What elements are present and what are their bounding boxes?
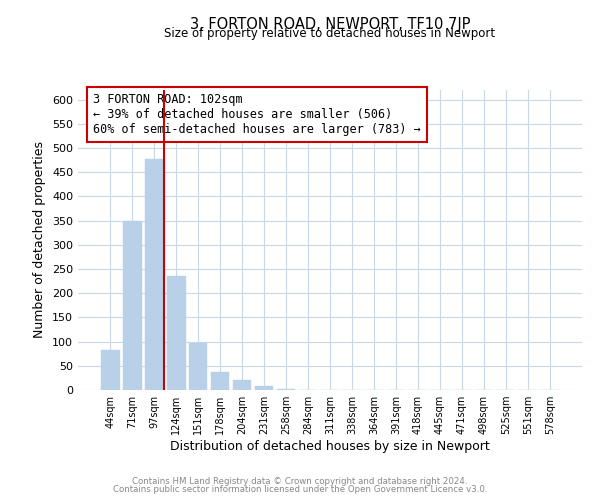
Bar: [277, 388, 295, 390]
Bar: [211, 372, 229, 390]
Text: 3, FORTON ROAD, NEWPORT, TF10 7JP: 3, FORTON ROAD, NEWPORT, TF10 7JP: [190, 18, 470, 32]
Y-axis label: Number of detached properties: Number of detached properties: [34, 142, 46, 338]
Bar: [101, 350, 119, 390]
Text: Contains public sector information licensed under the Open Government Licence v3: Contains public sector information licen…: [113, 485, 487, 494]
Bar: [145, 158, 164, 390]
X-axis label: Distribution of detached houses by size in Newport: Distribution of detached houses by size …: [170, 440, 490, 453]
Bar: [233, 380, 251, 390]
Bar: [123, 220, 142, 390]
Text: Contains HM Land Registry data © Crown copyright and database right 2024.: Contains HM Land Registry data © Crown c…: [132, 478, 468, 486]
Bar: [255, 386, 274, 390]
Text: 3 FORTON ROAD: 102sqm
← 39% of detached houses are smaller (506)
60% of semi-det: 3 FORTON ROAD: 102sqm ← 39% of detached …: [93, 93, 421, 136]
Bar: [189, 343, 208, 390]
Bar: [167, 276, 185, 390]
Text: Size of property relative to detached houses in Newport: Size of property relative to detached ho…: [164, 28, 496, 40]
